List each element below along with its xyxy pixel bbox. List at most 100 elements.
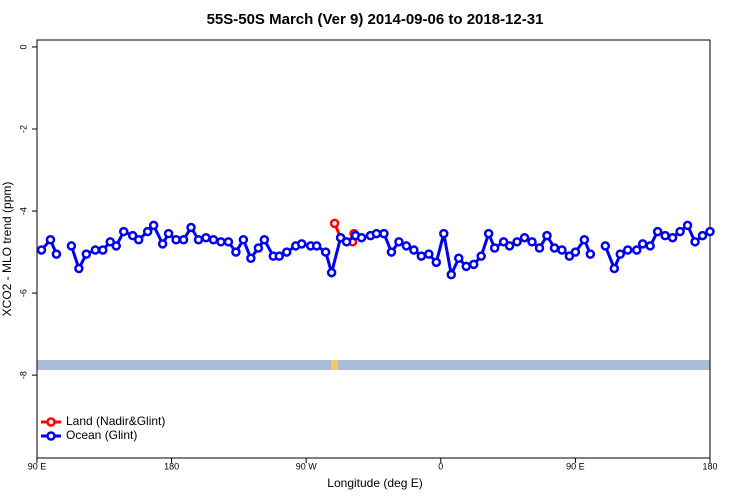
data-point xyxy=(253,243,264,253)
data-point xyxy=(98,245,108,255)
data-point xyxy=(424,249,434,259)
data-point xyxy=(512,237,522,247)
data-point xyxy=(51,249,62,259)
x-tick-label: 90 E xyxy=(566,461,585,471)
data-point xyxy=(645,241,655,251)
data-point xyxy=(527,237,537,247)
data-point xyxy=(622,245,633,255)
data-point xyxy=(193,235,204,245)
data-point xyxy=(489,243,500,253)
legend-marker xyxy=(46,417,56,427)
data-point xyxy=(111,241,122,251)
data-point xyxy=(335,232,346,243)
data-point xyxy=(320,247,331,257)
y-tick-label: 0 xyxy=(18,44,28,49)
data-point xyxy=(631,245,642,255)
data-point xyxy=(259,235,270,245)
data-point xyxy=(216,237,226,247)
data-point xyxy=(453,253,464,263)
data-point xyxy=(118,226,129,237)
data-point xyxy=(660,230,670,241)
data-point xyxy=(675,226,685,237)
land-marker xyxy=(331,360,338,370)
data-point xyxy=(157,239,168,249)
data-point xyxy=(45,235,56,245)
data-point xyxy=(519,232,530,243)
x-tick-label: 90 W xyxy=(296,461,318,471)
data-point xyxy=(682,220,693,231)
data-point xyxy=(476,251,486,261)
data-point xyxy=(379,228,389,239)
data-point xyxy=(697,230,708,241)
data-point xyxy=(409,245,419,255)
data-point xyxy=(431,257,442,268)
x-tick-label: 0 xyxy=(438,461,443,471)
data-point xyxy=(296,239,307,249)
data-point xyxy=(238,235,249,245)
data-point xyxy=(282,247,292,257)
data-point xyxy=(148,220,159,231)
data-point xyxy=(66,241,77,251)
data-point xyxy=(201,232,211,243)
data-point xyxy=(178,235,189,245)
data-point xyxy=(534,243,545,253)
data-point xyxy=(171,235,181,245)
data-point xyxy=(311,241,322,251)
data-point xyxy=(416,251,427,261)
legend-label: Ocean (Glint) xyxy=(66,428,137,442)
data-point xyxy=(326,267,337,278)
data-point xyxy=(105,237,116,247)
y-tick-label: -6 xyxy=(18,289,28,297)
data-point xyxy=(163,228,174,239)
data-point xyxy=(341,237,352,247)
data-point xyxy=(637,239,648,249)
data-point xyxy=(652,226,663,237)
data-point xyxy=(401,241,412,251)
chart-title: 55S-50S March (Ver 9) 2014-09-06 to 2018… xyxy=(207,11,544,28)
x-axis-label: Longitude (deg E) xyxy=(327,476,422,490)
data-point xyxy=(542,230,552,241)
data-point xyxy=(142,226,153,237)
x-tick-label: 180 xyxy=(164,461,179,471)
data-point xyxy=(246,253,256,263)
data-point xyxy=(329,218,340,229)
data-point xyxy=(585,249,596,259)
data-point xyxy=(439,228,449,239)
data-point xyxy=(549,243,560,253)
data-point xyxy=(690,237,700,247)
y-tick-label: -2 xyxy=(18,125,28,133)
data-point xyxy=(564,251,575,261)
data-point xyxy=(615,249,626,259)
data-point xyxy=(468,259,479,270)
y-tick-label: -4 xyxy=(18,207,28,215)
data-point xyxy=(74,263,84,274)
data-point xyxy=(81,249,92,259)
data-point xyxy=(274,251,285,261)
data-point xyxy=(223,237,234,247)
legend-marker xyxy=(46,431,56,441)
surface-band xyxy=(37,360,710,370)
data-point xyxy=(483,228,494,239)
data-point xyxy=(600,241,611,251)
data-point xyxy=(705,226,715,237)
data-point xyxy=(36,245,47,255)
data-point xyxy=(557,245,567,255)
legend-label: Land (Nadir&Glint) xyxy=(66,414,165,428)
data-point xyxy=(90,245,101,255)
x-tick-label: 180 xyxy=(702,461,717,471)
data-point xyxy=(667,232,678,243)
data-point xyxy=(498,237,509,247)
data-point xyxy=(208,235,219,245)
data-point xyxy=(446,269,457,280)
data-point xyxy=(386,247,397,257)
y-tick-label: -8 xyxy=(18,371,28,379)
data-point xyxy=(579,235,590,245)
data-point xyxy=(186,222,196,233)
data-point xyxy=(127,230,138,241)
data-point xyxy=(394,237,404,247)
data-point xyxy=(356,232,367,243)
plot-frame xyxy=(36,39,711,459)
data-point xyxy=(570,247,581,257)
x-tick-label: 90 E xyxy=(28,461,47,471)
